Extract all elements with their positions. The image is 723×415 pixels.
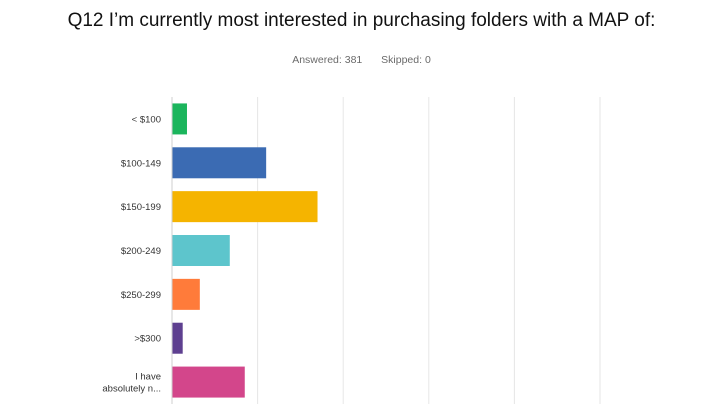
bar [172, 366, 245, 398]
category-label: I have absolutely n... [102, 372, 161, 395]
chart-bars [172, 103, 318, 398]
bar [172, 278, 200, 310]
category-label: $100-149 [121, 158, 161, 169]
bar [172, 147, 267, 179]
chart-category-labels: < $100 $100-149 $150-199 $200-249 $250-299 >$… [102, 114, 161, 394]
category-label: $200-249 [121, 246, 161, 257]
bar [172, 103, 187, 135]
answered-count: Answered: 381 [292, 54, 363, 66]
category-label: $250-299 [121, 290, 161, 301]
bar [172, 235, 230, 266]
category-label: $150-199 [121, 202, 161, 213]
bar [172, 191, 318, 223]
chart-gridlines [171, 97, 601, 404]
bar [172, 322, 183, 354]
category-label: < $100 [132, 114, 161, 125]
category-label: >$300 [134, 334, 161, 345]
skipped-count: Skipped: 0 [381, 54, 431, 66]
response-stats: Answered: 381 Skipped: 0 [0, 54, 723, 66]
question-title: Q12 I’m currently most interested in pur… [67, 10, 656, 31]
